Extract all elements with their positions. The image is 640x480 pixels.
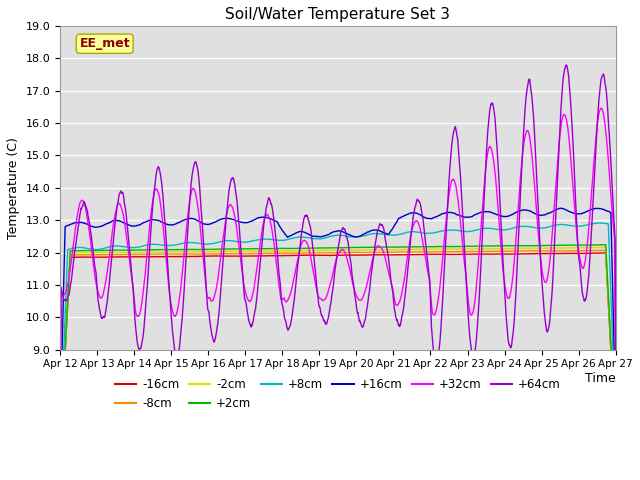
Legend: -16cm, -8cm, -2cm, +2cm, +8cm, +16cm, +32cm, +64cm: -16cm, -8cm, -2cm, +2cm, +8cm, +16cm, +3… (110, 373, 566, 415)
Text: EE_met: EE_met (79, 37, 130, 50)
Y-axis label: Temperature (C): Temperature (C) (7, 137, 20, 239)
Text: Time: Time (585, 372, 616, 385)
Title: Soil/Water Temperature Set 3: Soil/Water Temperature Set 3 (225, 7, 451, 22)
